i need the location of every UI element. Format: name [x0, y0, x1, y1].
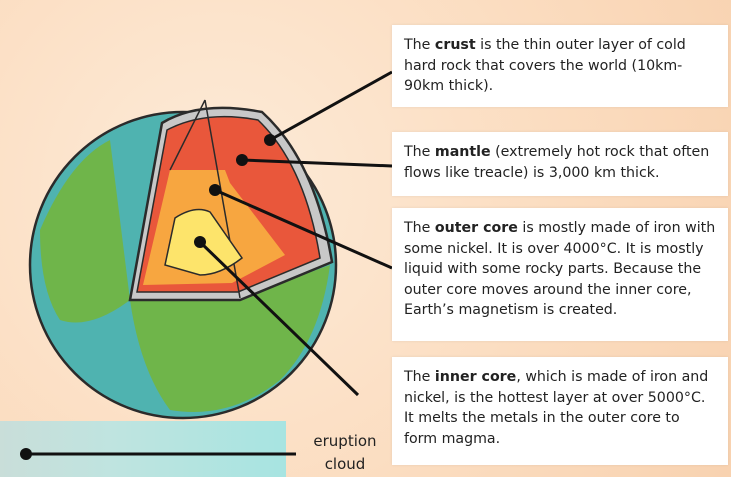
- crust-callout: The crust is the thin outer layer of col…: [392, 25, 728, 107]
- pointer-lines: [26, 70, 393, 456]
- land: [40, 140, 130, 323]
- callout-term: crust: [434, 37, 476, 53]
- callout-text: The: [404, 144, 435, 160]
- callout-text: The: [404, 37, 435, 53]
- callout-term: outer core: [434, 220, 518, 236]
- eruption-panel: [0, 421, 286, 477]
- outer-core-callout: The outer core is mostly made of iron wi…: [392, 208, 728, 341]
- callout-text: The: [404, 369, 435, 385]
- label-text: cloud: [324, 455, 366, 473]
- cut-edge: [169, 99, 241, 299]
- pointer-dots: [20, 134, 276, 460]
- callout-text: The: [404, 220, 435, 236]
- callout-text: is the thin outer layer of cold hard roc…: [404, 37, 686, 94]
- callout-term: inner core: [434, 369, 517, 385]
- callout-text: (extremely hot rock that often flows lik…: [404, 144, 710, 181]
- land: [130, 265, 330, 412]
- eruption-label: eruption cloud: [300, 430, 390, 476]
- callout-term: mantle: [434, 144, 491, 160]
- callout-text: is mostly made of iron with some nickel.…: [404, 220, 716, 318]
- callout-text: , which is made of iron and nickel, is t…: [404, 369, 709, 447]
- label-text: eruption: [313, 432, 377, 450]
- mantle-callout: The mantle (extremely hot rock that ofte…: [392, 132, 728, 196]
- inner-core-callout: The inner core, which is made of iron an…: [392, 357, 728, 465]
